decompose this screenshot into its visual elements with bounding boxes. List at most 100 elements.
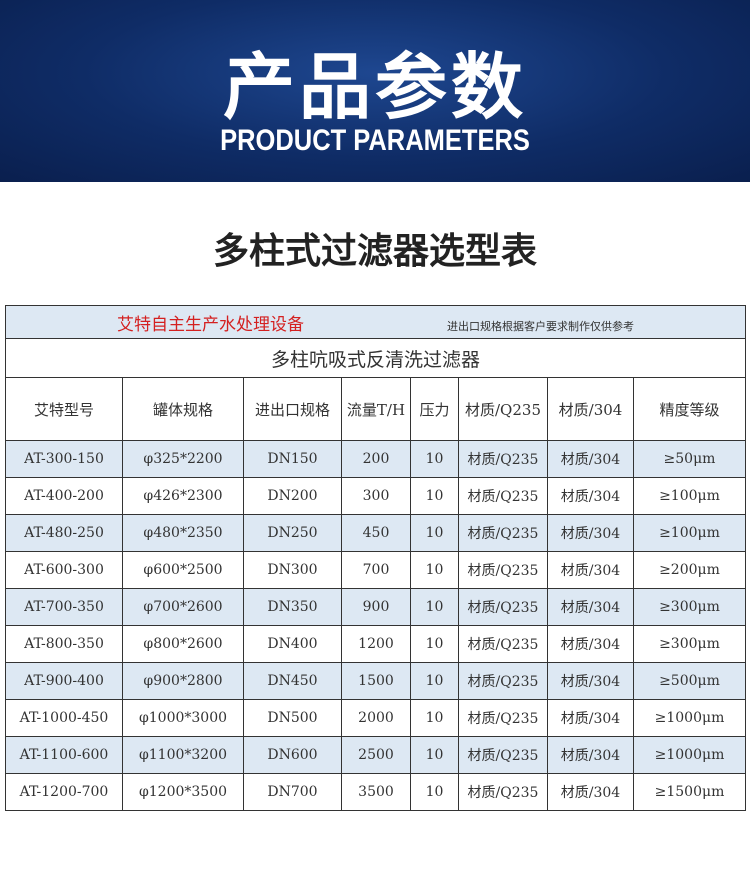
column-header: 材质/304: [547, 377, 634, 441]
cell: ≥100μm: [633, 514, 746, 552]
cell: 材质/304: [547, 736, 634, 774]
cell: 900: [341, 588, 411, 626]
cell: DN450: [243, 662, 342, 700]
header-subtitle: PRODUCT PARAMETERS: [220, 124, 530, 157]
column-header: 材质/Q235: [458, 377, 548, 441]
cell: 10: [410, 625, 459, 663]
cell: AT-800-350: [5, 625, 123, 663]
cell: 材质/304: [547, 514, 634, 552]
cell: 10: [410, 440, 459, 478]
cell: 10: [410, 699, 459, 737]
cell: 材质/304: [547, 625, 634, 663]
cell: 1200: [341, 625, 411, 663]
cell: ≥1000μm: [633, 736, 746, 774]
notice: 艾特自主生产水处理设备: [117, 314, 304, 335]
cell: AT-400-200: [5, 477, 123, 515]
cell: 材质/304: [547, 440, 634, 478]
cell: 700: [341, 551, 411, 589]
cell: AT-1200-700: [5, 773, 123, 811]
data-row: AT-1000-450 φ1000*3000 DN500 2000 10 材质/Q235 材…: [5, 699, 746, 737]
data-row: AT-600-300 φ600*2500 DN300 700 10 材质/Q235 材质/3…: [5, 551, 746, 589]
note: 进出口规格根据客户要求制作仅供参考: [447, 319, 634, 333]
cell: ≥300μm: [633, 625, 746, 663]
header-banner: 产品参数 PRODUCT PARAMETERS: [0, 0, 750, 182]
cell: ≥1500μm: [633, 773, 746, 811]
section-title: 多柱式过滤器选型表: [212, 231, 537, 272]
cell: 450: [341, 514, 411, 552]
cell: 10: [410, 588, 459, 626]
cell: φ426*2300: [122, 477, 244, 515]
cell: 10: [410, 477, 459, 515]
cell: 材质/304: [547, 662, 634, 700]
cell: 材质/Q235: [458, 551, 548, 589]
cell: AT-300-150: [5, 440, 123, 478]
cell: 2500: [341, 736, 411, 774]
cell: 材质/Q235: [458, 514, 548, 552]
cell: φ800*2600: [122, 625, 244, 663]
cell: 1500: [341, 662, 411, 700]
table-body: 艾特自主生产水处理设备 进出口规格根据客户要求制作仅供参考 多柱吭吸式反清洗过滤器…: [5, 305, 746, 811]
cell: AT-600-300: [5, 551, 123, 589]
cell: 材质/Q235: [458, 662, 548, 700]
column-header: 流量T/H: [341, 377, 411, 441]
cell: φ1000*3000: [122, 699, 244, 737]
cell: 10: [410, 551, 459, 589]
cell: 材质/304: [547, 588, 634, 626]
cell: DN700: [243, 773, 342, 811]
column-header: 进出口规格: [243, 377, 342, 441]
cell: 材质/Q235: [458, 699, 548, 737]
data-row: AT-1100-600 φ1100*3200 DN600 2500 10 材质/Q235 材…: [5, 736, 746, 774]
cell: ≥200μm: [633, 551, 746, 589]
cell: 材质/304: [547, 773, 634, 811]
cell: 材质/Q235: [458, 440, 548, 478]
cell: 300: [341, 477, 411, 515]
data-row: AT-1200-700 φ1200*3500 DN700 3500 10 材质/Q235 材…: [5, 773, 746, 811]
cell: 材质/Q235: [458, 773, 548, 811]
caption-row: 多柱吭吸式反清洗过滤器: [5, 338, 746, 378]
column-header: 压力: [410, 377, 459, 441]
cell: φ600*2500: [122, 551, 244, 589]
cell: 10: [410, 773, 459, 811]
cell: 材质/304: [547, 551, 634, 589]
cell: φ480*2350: [122, 514, 244, 552]
cell: 2000: [341, 699, 411, 737]
cell: 200: [341, 440, 411, 478]
cell: φ1200*3500: [122, 773, 244, 811]
cell: AT-480-250: [5, 514, 123, 552]
cell: DN150: [243, 440, 342, 478]
cell: ≥500μm: [633, 662, 746, 700]
cell: 10: [410, 662, 459, 700]
header-row: 艾特型号 罐体规格 进出口规格 流量T/H 压力 材质/Q235 材质/304 精度等级: [5, 377, 746, 441]
caption: 多柱吭吸式反清洗过滤器: [5, 338, 746, 378]
cell: ≥50μm: [633, 440, 746, 478]
cell: DN300: [243, 551, 342, 589]
data-row: AT-300-150 φ325*2200 DN150 200 10 材质/Q235 材质/3…: [5, 440, 746, 478]
cell: DN350: [243, 588, 342, 626]
data-row: AT-400-200 φ426*2300 DN200 300 10 材质/Q235 材质/3…: [5, 477, 746, 515]
cell: DN200: [243, 477, 342, 515]
data-row: AT-900-400 φ900*2800 DN450 1500 10 材质/Q235 材质/…: [5, 662, 746, 700]
cell: DN600: [243, 736, 342, 774]
column-header: 罐体规格: [122, 377, 244, 441]
data-row: AT-700-350 φ700*2600 DN350 900 10 材质/Q235 材质/3…: [5, 588, 746, 626]
cell: 10: [410, 736, 459, 774]
cell: φ1100*3200: [122, 736, 244, 774]
cell: DN250: [243, 514, 342, 552]
cell: 材质/304: [547, 477, 634, 515]
cell: AT-700-350: [5, 588, 123, 626]
cell: DN400: [243, 625, 342, 663]
cell: ≥1000μm: [633, 699, 746, 737]
cell: DN500: [243, 699, 342, 737]
header-title: 产品参数: [222, 45, 527, 129]
cell: φ900*2800: [122, 662, 244, 700]
cell: 10: [410, 514, 459, 552]
column-header: 精度等级: [633, 377, 746, 441]
cell: 材质/Q235: [458, 588, 548, 626]
cell: 材质/Q235: [458, 477, 548, 515]
column-header: 艾特型号: [5, 377, 123, 441]
cell: 材质/304: [547, 699, 634, 737]
cell: 材质/Q235: [458, 736, 548, 774]
cell: φ325*2200: [122, 440, 244, 478]
cell: AT-1000-450: [5, 699, 123, 737]
